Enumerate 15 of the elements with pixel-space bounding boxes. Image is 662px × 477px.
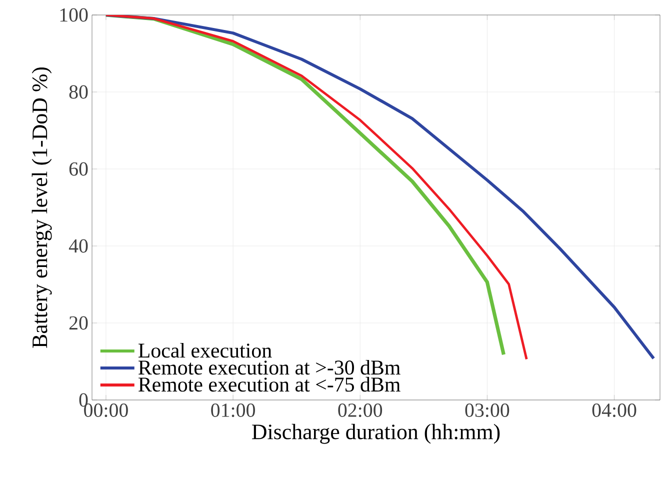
y-tick-label: 100: [60, 8, 88, 22]
y-tick-label: 60: [69, 162, 88, 176]
legend-label: Remote execution at <-75 dBm: [138, 376, 400, 392]
legend-label: Local execution: [138, 342, 272, 358]
line-series: [104, 14, 656, 360]
y-axis-title: Battery energy level (1-DoD %): [32, 67, 52, 348]
x-tick-label: 01:00: [211, 404, 255, 418]
y-tick-label: 80: [69, 85, 88, 99]
y-tick-label: 40: [68, 239, 88, 253]
x-tick-label: 03:00: [465, 404, 510, 418]
y-tick-label: 20: [69, 316, 88, 330]
x-tick-label: 04:00: [592, 404, 636, 418]
x-axis-title: Discharge duration (hh:mm): [252, 424, 500, 444]
legend-label: Remote execution at >-30 dBm: [138, 360, 400, 375]
x-tick-label: 02:00: [338, 404, 382, 418]
